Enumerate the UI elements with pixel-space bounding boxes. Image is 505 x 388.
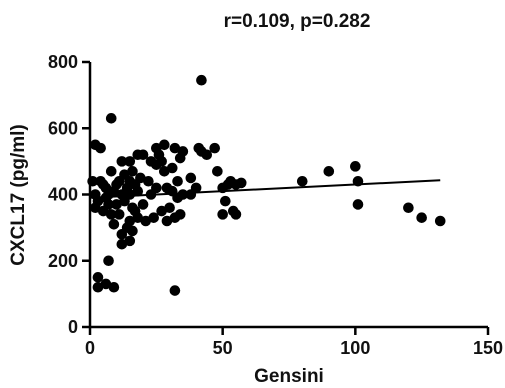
data-point-17: [106, 113, 117, 124]
data-point-99: [353, 176, 364, 187]
data-point-98: [350, 161, 361, 172]
data-point-15: [103, 255, 114, 266]
y-tick-label-800: 800: [48, 52, 78, 72]
data-point-58: [151, 183, 162, 194]
data-point-97: [324, 166, 335, 177]
x-tick-label-100: 100: [340, 338, 370, 358]
y-tick-label-0: 0: [68, 317, 78, 337]
data-point-76: [178, 146, 189, 157]
data-point-62: [159, 140, 170, 151]
data-point-46: [132, 186, 143, 197]
data-point-21: [109, 219, 120, 230]
data-point-71: [170, 285, 181, 296]
data-point-75: [175, 209, 186, 220]
data-point-50: [138, 199, 149, 210]
data-point-26: [114, 209, 125, 220]
y-tick-label-200: 200: [48, 251, 78, 271]
data-point-78: [186, 173, 197, 184]
data-point-89: [220, 196, 231, 207]
x-tick-label-150: 150: [473, 338, 503, 358]
y-tick-label-400: 400: [48, 185, 78, 205]
y-axis-label: CXCL17 (pg/ml): [8, 124, 29, 265]
data-points: [87, 75, 445, 296]
data-point-103: [435, 216, 446, 227]
data-point-85: [209, 143, 220, 154]
y-axis-ticks: 0 200 400 600 800: [48, 52, 90, 337]
data-point-67: [167, 163, 178, 174]
data-point-39: [125, 236, 136, 247]
data-point-42: [127, 226, 138, 237]
x-tick-label-50: 50: [213, 338, 233, 358]
y-tick-label-600: 600: [48, 118, 78, 138]
chart-title: r=0.109, p=0.282: [224, 11, 371, 32]
data-point-102: [416, 212, 427, 223]
data-point-82: [196, 75, 207, 86]
data-point-5: [95, 143, 106, 154]
x-axis-ticks: 0 50 100 150: [85, 327, 503, 358]
data-point-72: [172, 176, 183, 187]
data-point-96: [297, 176, 308, 187]
data-point-80: [191, 183, 202, 194]
data-point-94: [231, 209, 242, 220]
data-point-18: [106, 166, 117, 177]
data-point-60: [156, 156, 167, 167]
data-point-95: [236, 178, 247, 189]
x-tick-label-0: 0: [85, 338, 95, 358]
data-point-22: [109, 282, 120, 293]
data-point-101: [403, 202, 414, 213]
x-axis-label: Gensini: [254, 366, 324, 387]
data-point-88: [217, 209, 228, 220]
data-point-86: [212, 166, 223, 177]
data-point-66: [164, 202, 175, 213]
data-point-100: [353, 199, 364, 210]
